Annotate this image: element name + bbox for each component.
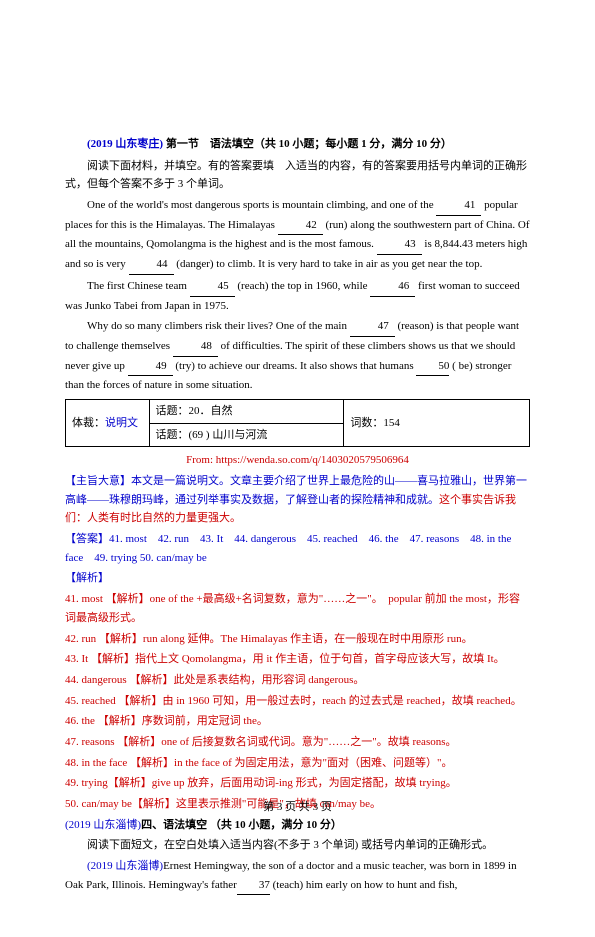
gist-label: 【主旨大意】	[65, 475, 131, 487]
text: (teach) him early on how to hunt and fis…	[270, 879, 458, 891]
text: One of the world's most dangerous sports…	[87, 199, 436, 211]
blank-47: 47	[350, 317, 395, 337]
answers: 【答案】41. most 42. run 43. It 44. dangerou…	[65, 530, 530, 567]
table-cell: 话题：(69 ) 山川与河流	[149, 423, 344, 447]
blank-41: 41	[436, 196, 481, 216]
table-cell: 体裁：说明文	[66, 399, 150, 446]
answers-label: 【答案】	[65, 533, 109, 545]
text: (try) to achieve our dreams. It also sho…	[173, 360, 417, 372]
section2-header: (2019 山东淄博)四、语法填空 （共 10 小题，满分 10 分）	[65, 816, 530, 835]
text: Why do so many climbers risk their lives…	[87, 320, 350, 332]
blank-49: 49	[128, 357, 173, 377]
passage-p1: One of the world's most dangerous sports…	[65, 196, 530, 275]
source-tag: (2019 山东淄博)	[65, 819, 141, 831]
passage-p3: Why do so many climbers risk their lives…	[65, 317, 530, 395]
analysis-41: 41. most 【解析】one of the +最高级+名词复数，意为"……之…	[65, 590, 530, 627]
table-row: 体裁：说明文 话题：20．自然 词数：154	[66, 399, 530, 423]
blank-46: 46	[370, 277, 415, 297]
gist: 【主旨大意】本文是一篇说明文。文章主要介绍了世界上最危险的山——喜马拉雅山，世界…	[65, 472, 530, 528]
analysis-label: 【解析】	[65, 569, 530, 588]
source-tag: (2019 山东淄博)	[87, 860, 163, 872]
page-content: (2019 山东枣庄) 第一节 语法填空（共 10 小题；每小题 1 分，满分 …	[0, 0, 595, 937]
section2-passage: (2019 山东淄博)Ernest Hemingway, the son of …	[65, 857, 530, 895]
text: 体裁：	[72, 417, 105, 429]
info-table: 体裁：说明文 话题：20．自然 词数：154 话题：(69 ) 山川与河流	[65, 399, 530, 447]
analysis-45: 45. reached 【解析】由 in 1960 可知，用一般过去时，reac…	[65, 692, 530, 711]
source-tag: (2019 山东枣庄)	[87, 138, 163, 150]
blank-44: 44	[129, 255, 174, 275]
text: The first Chinese team	[87, 280, 190, 292]
section2-instruction: 阅读下面短文，在空白处填入适当内容(不多于 3 个单词) 或括号内单词的正确形式…	[65, 836, 530, 855]
instruction: 阅读下面材料，并填空。有的答案要填 入适当的内容，有的答案要用括号内单词的正确形…	[65, 157, 530, 194]
blank-48: 48	[173, 337, 218, 357]
section-title: 第一节 语法填空（共 10 小题；每小题 1 分，满分 10 分）	[166, 138, 452, 150]
blank-42: 42	[278, 216, 323, 236]
analysis-44: 44. dangerous 【解析】此处是系表结构，用形容词 dangerous…	[65, 671, 530, 690]
analysis-46: 46. the 【解析】序数词前，用定冠词 the。	[65, 712, 530, 731]
analysis-48: 48. in the face 【解析】in the face of 为固定用法…	[65, 754, 530, 773]
text: (reach) the top in 1960, while	[235, 280, 371, 292]
blank-50: 50	[416, 357, 449, 377]
answers-text: 41. most 42. run 43. It 44. dangerous 45…	[65, 533, 511, 564]
analysis-49: 49. trying【解析】give up 放弃，后面用动词-ing 形式，为固…	[65, 774, 530, 793]
page-footer: 第 3 页 共 3 页	[0, 798, 595, 814]
text: 说明文	[105, 417, 138, 429]
section-title: 四、语法填空 （共 10 小题，满分 10 分）	[141, 819, 342, 831]
text: (danger) to climb. It is very hard to ta…	[174, 258, 483, 270]
source-url: From: https://wenda.so.com/q/14030205795…	[65, 451, 530, 470]
analysis-43: 43. It 【解析】指代上文 Qomolangma，用 it 作主语，位于句首…	[65, 650, 530, 669]
table-cell: 话题：20．自然	[149, 399, 344, 423]
analysis-42: 42. run 【解析】run along 延伸。The Himalayas 作…	[65, 630, 530, 649]
blank-45: 45	[190, 277, 235, 297]
table-cell: 词数：154	[344, 399, 530, 446]
analysis-47: 47. reasons 【解析】one of 后接复数名词或代词。意为"……之一…	[65, 733, 530, 752]
blank-37: 37	[237, 876, 270, 896]
blank-43: 43	[377, 235, 422, 255]
passage-p2: The first Chinese team 45 (reach) the to…	[65, 277, 530, 315]
header-line: (2019 山东枣庄) 第一节 语法填空（共 10 小题；每小题 1 分，满分 …	[65, 135, 530, 154]
